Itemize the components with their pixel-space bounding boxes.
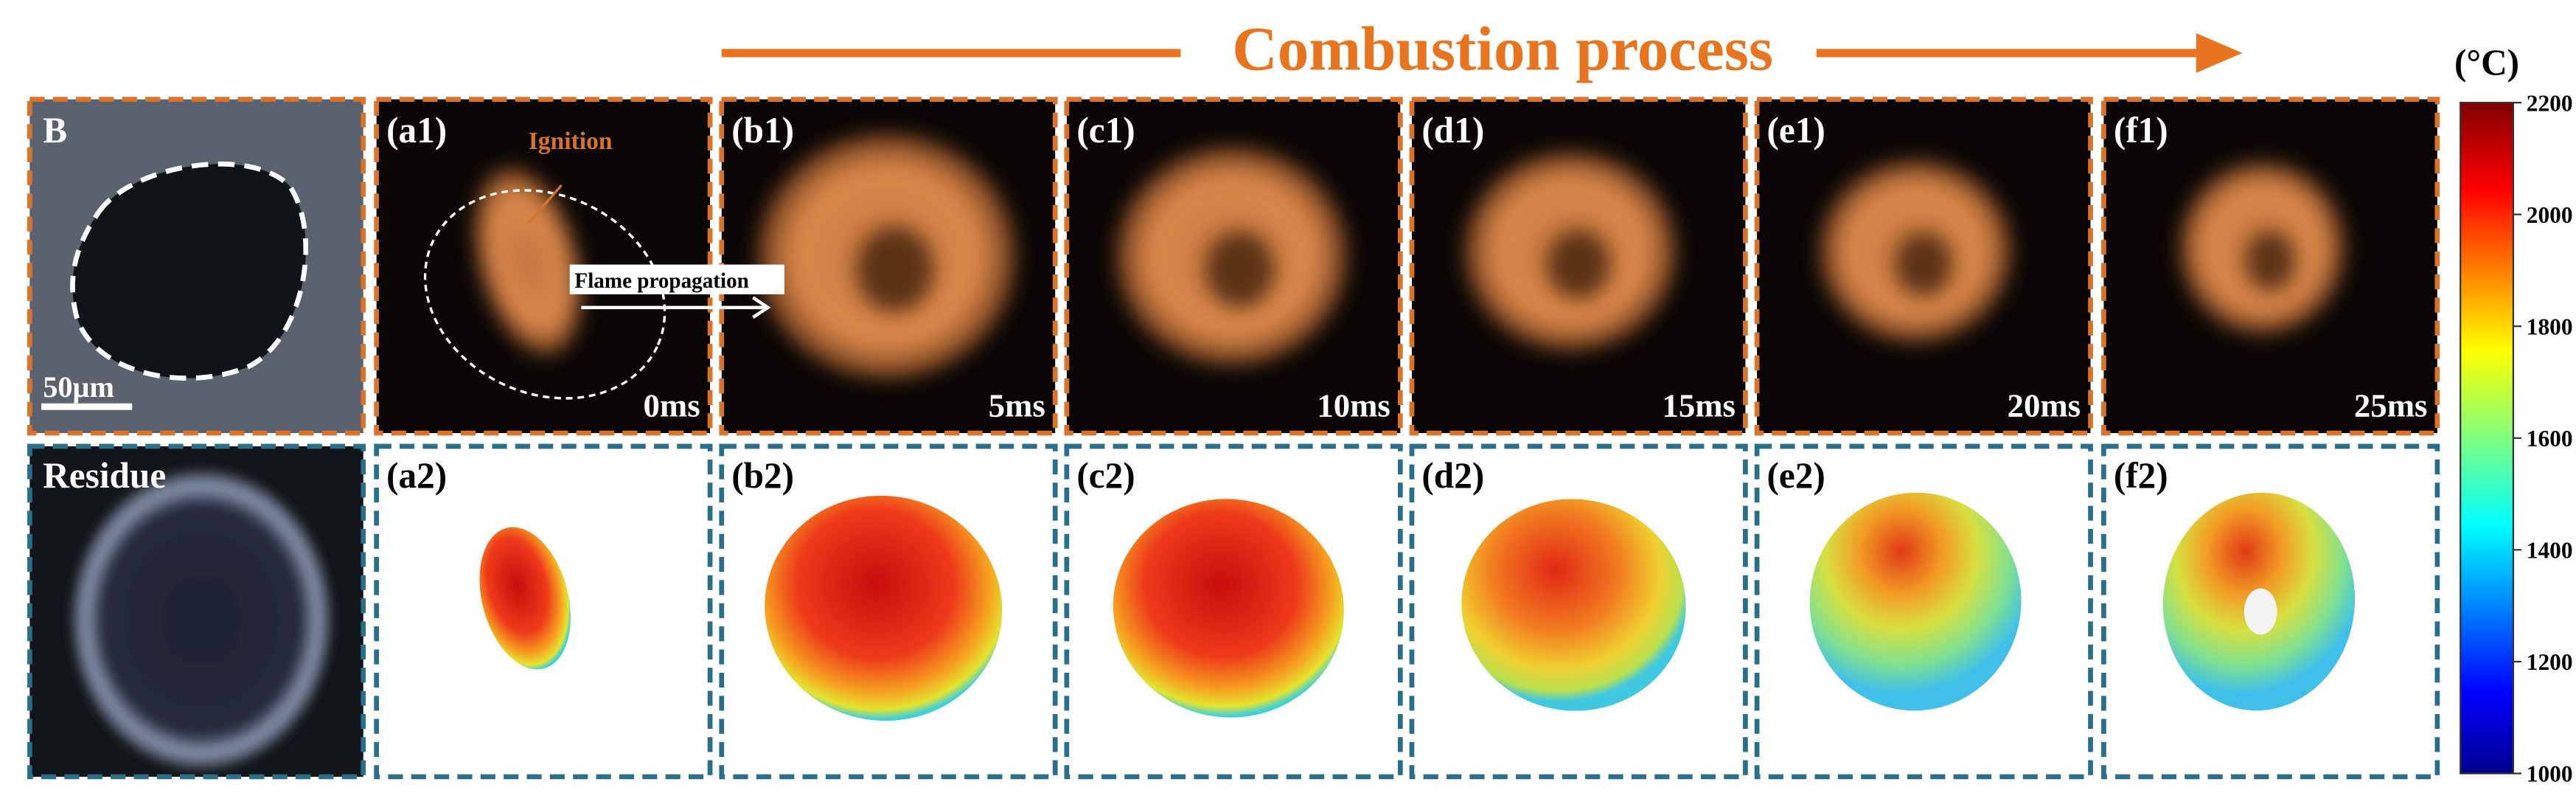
panel-label: (e1) [1767, 110, 1825, 150]
panel-border [27, 443, 366, 780]
panel-label: (a1) [386, 110, 447, 150]
outline [70, 161, 309, 381]
panel-border [1409, 97, 1748, 436]
flame-panel: (f1) 25ms [2101, 97, 2440, 436]
panel-label: (f2) [2114, 455, 2168, 496]
temperature-panel: (e2) [1754, 443, 2093, 780]
flame-panel: (e1) 20ms [1754, 97, 2093, 436]
temperature-map [1461, 499, 1686, 711]
residue-panel: Residue [27, 443, 366, 780]
panel-border [1409, 443, 1748, 780]
tick-label: 2000 [2527, 202, 2573, 228]
flame-core [1205, 231, 1275, 308]
flame-core [856, 226, 934, 313]
panel-border [27, 97, 366, 436]
panel-label: (c1) [1076, 110, 1135, 150]
panel-border [1064, 97, 1403, 436]
time-label: 5ms [989, 387, 1045, 424]
reference-panel: B 50μm [27, 97, 366, 436]
panel-label: B [43, 110, 67, 150]
panel-label: (c2) [1076, 455, 1135, 496]
tick-label: 1600 [2527, 426, 2573, 451]
colorbar-gradient [2460, 102, 2515, 775]
particle [72, 164, 306, 378]
panel-border [1064, 443, 1403, 780]
colorbar-unit: (°C) [2454, 42, 2519, 83]
temperature-panel: (d2) [1409, 443, 1748, 780]
temperature-map [1113, 499, 1344, 718]
flame-core [1547, 229, 1611, 300]
flame-panel: (d1) 15ms [1409, 97, 1748, 436]
annotation: Ignition [529, 128, 613, 155]
panel-label: (b2) [731, 455, 794, 496]
panel-border [719, 443, 1058, 780]
flame-panel: (c1) 10ms [1064, 97, 1403, 436]
panel-label: (a2) [386, 455, 447, 496]
annotation: Flame propagation [574, 269, 748, 293]
particle-outline [423, 189, 666, 400]
tick-label: 2200 [2527, 90, 2573, 116]
panel-label: Residue [43, 455, 166, 496]
flame-core [1895, 232, 1953, 297]
flame [474, 167, 582, 355]
temperature-panel: (c2) [1064, 443, 1403, 780]
panel-label: (f1) [2114, 110, 2168, 150]
panel-label: (e2) [1767, 455, 1825, 496]
temperature-panel: (b2) [719, 443, 1058, 780]
colorbar: (°C) 1000 1200 1400 1600 1800 2000 2200 [2454, 42, 2572, 787]
tick-label: 1200 [2527, 649, 2573, 675]
arrow-head [752, 296, 771, 319]
title: Combustion process [1232, 14, 1773, 83]
tick-label: 1400 [2527, 538, 2573, 564]
time-label: 0ms [644, 387, 700, 424]
tick-label: 1800 [2527, 314, 2573, 339]
panel-border [2101, 97, 2440, 436]
temperature-map [765, 495, 1003, 721]
void [2243, 588, 2277, 635]
time-label: 10ms [1317, 387, 1390, 424]
header: Combustion process [721, 14, 2243, 83]
time-label: 25ms [2354, 387, 2428, 424]
time-label: 15ms [1662, 387, 1736, 424]
temperature-map [479, 527, 571, 670]
pointer [527, 184, 563, 224]
panel-label: (b1) [731, 110, 794, 150]
panel-border [374, 443, 713, 780]
panel-label: (d1) [1421, 110, 1484, 150]
residue [69, 468, 334, 772]
panel-border [2101, 443, 2440, 780]
panel-border [1754, 97, 2093, 436]
arrow-head [2196, 33, 2243, 73]
panel-label: (d2) [1421, 455, 1484, 496]
flame-arrow: Flame propagation [569, 264, 784, 319]
flame-core [2246, 231, 2296, 291]
temperature-panel: (a2) [374, 443, 713, 780]
tick-label: 1000 [2527, 761, 2573, 787]
temperature-panel: (f2) [2101, 443, 2440, 780]
temperature-map [1809, 492, 2022, 711]
scale-label: 50μm [43, 370, 114, 404]
panel-border [1754, 443, 2093, 780]
time-label: 20ms [2008, 387, 2081, 424]
panels: Ignition(a1)0ms(a2)(b1)5ms(b2)(c1)10ms(c… [374, 97, 2440, 780]
annotation-box [569, 264, 784, 294]
